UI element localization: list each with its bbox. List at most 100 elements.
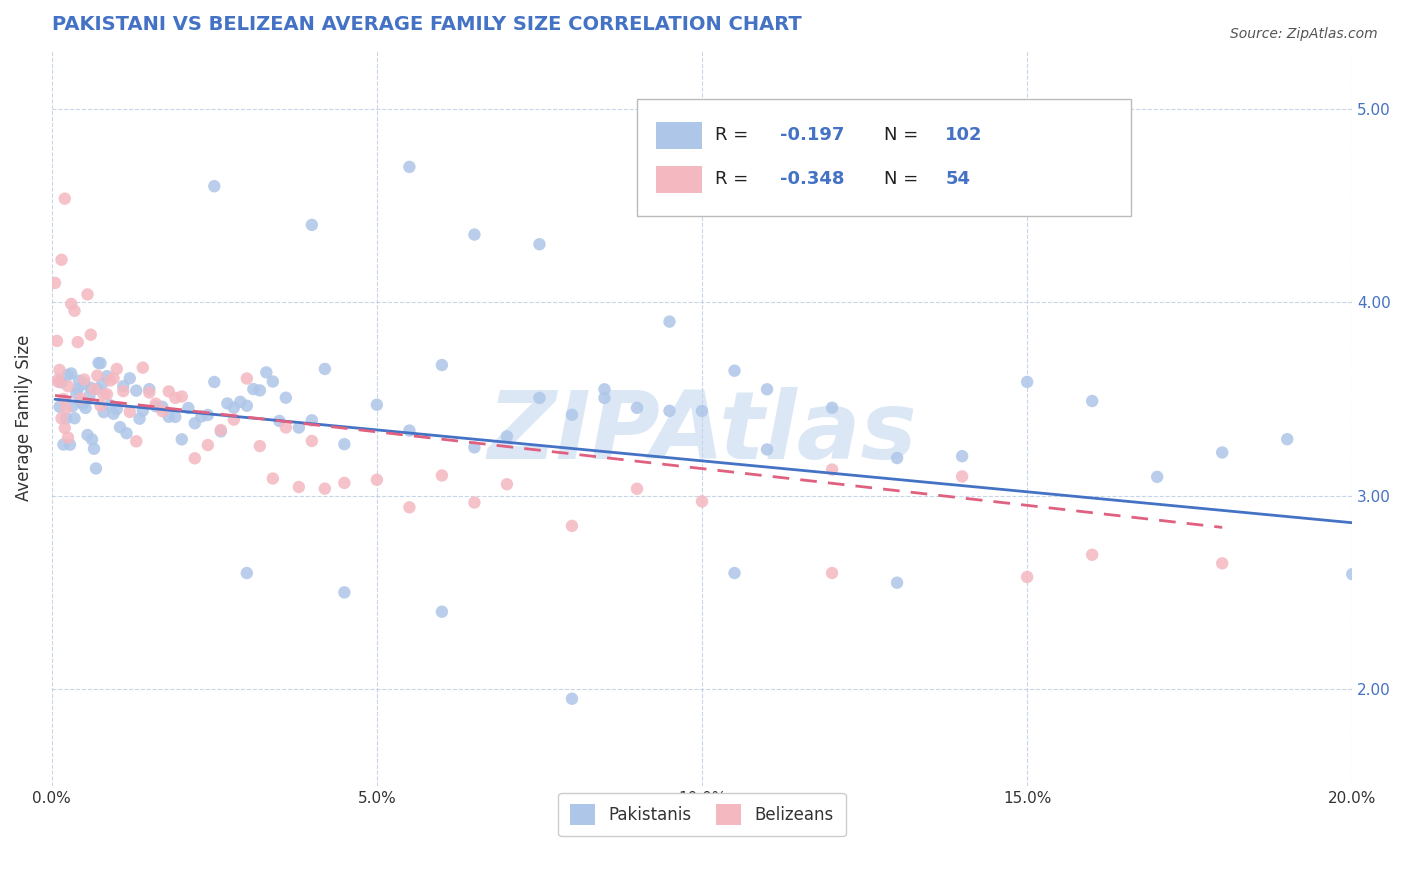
Point bbox=[1211, 445, 1233, 459]
Point bbox=[1146, 470, 1168, 484]
Point bbox=[96, 387, 118, 401]
Point bbox=[56, 431, 79, 445]
Point bbox=[821, 401, 844, 415]
Point bbox=[118, 405, 141, 419]
Point bbox=[46, 373, 69, 387]
Point bbox=[86, 368, 108, 383]
Point bbox=[83, 442, 105, 456]
Point bbox=[56, 379, 79, 393]
FancyBboxPatch shape bbox=[657, 166, 702, 193]
Point bbox=[756, 442, 779, 457]
Point bbox=[658, 315, 681, 329]
Text: 54: 54 bbox=[945, 170, 970, 188]
Point bbox=[236, 566, 259, 580]
Point bbox=[165, 391, 187, 405]
Point bbox=[463, 441, 485, 455]
Point bbox=[690, 404, 713, 418]
Point bbox=[46, 334, 69, 348]
Text: -0.197: -0.197 bbox=[780, 127, 845, 145]
Point bbox=[626, 401, 648, 415]
Point bbox=[63, 411, 86, 425]
Point bbox=[658, 404, 681, 418]
Point bbox=[63, 303, 86, 318]
Point bbox=[430, 605, 453, 619]
Point bbox=[52, 437, 75, 451]
Point bbox=[288, 420, 311, 434]
Point bbox=[1211, 557, 1233, 571]
Point bbox=[80, 433, 103, 447]
Point bbox=[886, 450, 908, 465]
Point bbox=[249, 439, 271, 453]
Point bbox=[626, 482, 648, 496]
Point bbox=[1341, 567, 1364, 582]
Text: ZIPAtlas: ZIPAtlas bbox=[486, 387, 917, 479]
Point bbox=[60, 367, 83, 381]
Point bbox=[86, 382, 108, 396]
Point bbox=[1017, 140, 1039, 154]
Point bbox=[288, 480, 311, 494]
Point bbox=[209, 425, 232, 439]
Point bbox=[430, 358, 453, 372]
Point bbox=[217, 396, 239, 410]
Point bbox=[236, 371, 259, 385]
Text: -0.348: -0.348 bbox=[780, 170, 845, 188]
Point bbox=[229, 394, 252, 409]
Point bbox=[73, 373, 96, 387]
Text: N =: N = bbox=[884, 170, 924, 188]
Point bbox=[112, 384, 135, 398]
Point bbox=[274, 420, 297, 434]
Point bbox=[76, 428, 98, 442]
Point bbox=[222, 412, 245, 426]
Point bbox=[93, 387, 115, 401]
Point bbox=[145, 399, 167, 413]
Point bbox=[301, 218, 323, 232]
Point bbox=[366, 473, 388, 487]
Point bbox=[93, 405, 115, 419]
Point bbox=[274, 391, 297, 405]
Point bbox=[46, 375, 69, 389]
Point bbox=[398, 424, 420, 438]
Point bbox=[314, 362, 336, 376]
Point bbox=[59, 438, 82, 452]
Point bbox=[89, 399, 111, 413]
Point bbox=[1017, 570, 1039, 584]
Point bbox=[53, 192, 76, 206]
Point bbox=[463, 227, 485, 242]
Point bbox=[84, 461, 107, 475]
Point bbox=[301, 413, 323, 427]
Point bbox=[98, 374, 121, 388]
Point bbox=[496, 477, 519, 491]
Y-axis label: Average Family Size: Average Family Size bbox=[15, 335, 32, 501]
Text: R =: R = bbox=[716, 127, 754, 145]
Point bbox=[366, 398, 388, 412]
Point bbox=[314, 482, 336, 496]
Point bbox=[165, 409, 187, 424]
Point bbox=[821, 462, 844, 476]
Point bbox=[593, 391, 616, 405]
Point bbox=[80, 381, 103, 395]
Point bbox=[72, 397, 94, 411]
Point bbox=[202, 375, 225, 389]
Point bbox=[51, 411, 73, 425]
Point bbox=[1081, 548, 1104, 562]
Point bbox=[561, 408, 583, 422]
Point bbox=[333, 437, 356, 451]
Legend: Pakistanis, Belizeans: Pakistanis, Belizeans bbox=[558, 793, 845, 836]
Point bbox=[108, 420, 131, 434]
Point bbox=[561, 691, 583, 706]
Point bbox=[105, 402, 128, 417]
Point bbox=[262, 471, 284, 485]
Point bbox=[242, 382, 264, 396]
Point bbox=[184, 416, 207, 430]
Point bbox=[723, 364, 745, 378]
Point bbox=[112, 379, 135, 393]
Point bbox=[62, 399, 84, 413]
Point bbox=[197, 408, 219, 422]
Point bbox=[301, 434, 323, 448]
Point bbox=[1081, 394, 1104, 409]
Point bbox=[83, 382, 105, 396]
Point bbox=[170, 433, 193, 447]
Point bbox=[96, 369, 118, 384]
Point bbox=[197, 438, 219, 452]
Point bbox=[529, 391, 551, 405]
